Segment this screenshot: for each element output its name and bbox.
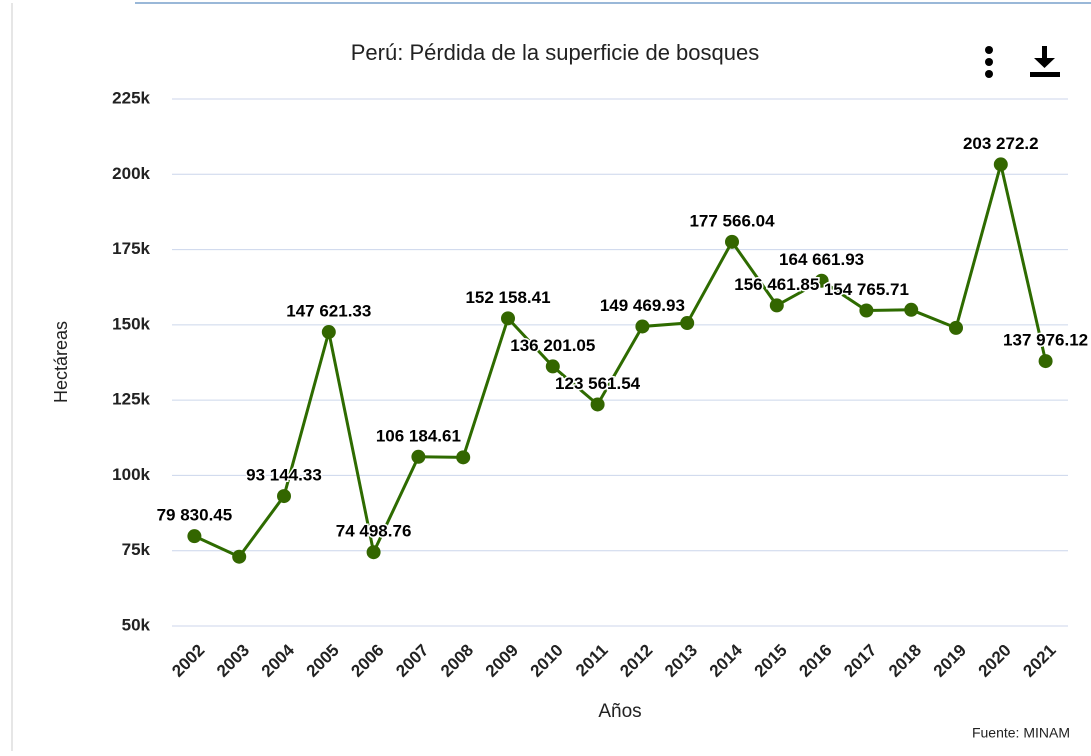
data-label: 149 469.93 <box>600 296 685 315</box>
point <box>232 549 247 564</box>
x-tick-label: 2012 <box>616 641 656 681</box>
menu-icon[interactable] <box>985 46 993 78</box>
data-label: 156 461.85 <box>734 275 819 294</box>
point <box>814 273 829 288</box>
y-tick-label: 125k <box>112 390 150 409</box>
x-tick-label: 2021 <box>1019 641 1059 681</box>
y-tick-label: 225k <box>112 88 150 107</box>
x-tick-label: 2015 <box>751 641 791 681</box>
point <box>456 450 471 465</box>
x-tick-label: 2004 <box>258 640 299 681</box>
x-tick-label: 2018 <box>885 641 925 681</box>
point <box>501 311 515 326</box>
data-label: 203 272.2 <box>963 134 1039 153</box>
x-tick-label: 2019 <box>930 641 970 681</box>
data-label: 137 976.12 <box>1003 331 1088 350</box>
point <box>949 320 963 335</box>
point <box>635 319 650 334</box>
point <box>725 234 739 249</box>
x-tick-label: 2009 <box>482 641 522 681</box>
point <box>277 489 291 504</box>
credit: Fuente: MINAM <box>972 725 1070 741</box>
x-tick-label: 2008 <box>437 641 477 681</box>
point <box>545 359 560 374</box>
point <box>904 302 919 317</box>
data-label: 136 201.05 <box>510 336 595 355</box>
point <box>590 397 605 412</box>
x-tick-label: 2011 <box>572 641 612 681</box>
x-tick-label: 2007 <box>392 641 432 681</box>
point <box>859 303 874 318</box>
data-label: 147 621.33 <box>286 302 371 321</box>
data-label: 74 498.76 <box>336 522 412 541</box>
point <box>1038 354 1053 369</box>
y-tick-label: 150k <box>112 314 150 333</box>
chart-title: Perú: Pérdida de la superficie de bosque… <box>351 40 759 65</box>
data-label: 123 561.54 <box>555 374 641 393</box>
x-tick-label: 2006 <box>347 641 387 681</box>
x-tick-label: 2003 <box>213 641 253 681</box>
x-tick-label: 2013 <box>661 641 701 681</box>
data-label: 93 144.33 <box>246 466 322 485</box>
y-tick-label: 100k <box>112 465 150 484</box>
y-tick-label: 50k <box>122 615 151 634</box>
point <box>366 545 381 560</box>
point <box>187 529 202 544</box>
point <box>769 298 784 313</box>
data-label: 106 184.61 <box>376 426 461 445</box>
series-line <box>193 164 1048 559</box>
data-label: 79 830.45 <box>157 506 233 525</box>
x-axis-title: Años <box>598 701 641 722</box>
x-tick-label: 2020 <box>975 641 1015 681</box>
y-axis-title: Hectáreas <box>51 321 71 403</box>
download-icon[interactable] <box>1030 46 1060 77</box>
data-label: 152 158.41 <box>465 288 550 307</box>
point <box>411 449 426 464</box>
x-tick-label: 2017 <box>840 641 880 681</box>
point <box>680 316 695 331</box>
data-label: 154 765.71 <box>824 280 909 299</box>
y-tick-label: 175k <box>112 239 150 258</box>
x-tick-label: 2002 <box>168 641 208 681</box>
x-tick-label: 2005 <box>303 641 343 681</box>
y-tick-label: 75k <box>122 540 151 559</box>
x-tick-label: 2016 <box>795 641 835 681</box>
point <box>993 157 1008 172</box>
x-tick-label: 2014 <box>706 640 747 681</box>
data-label: 177 566.04 <box>689 211 775 230</box>
data-label: 164 661.93 <box>779 250 864 269</box>
y-tick-label: 200k <box>112 164 150 183</box>
point <box>321 325 336 340</box>
x-tick-label: 2010 <box>527 641 567 681</box>
